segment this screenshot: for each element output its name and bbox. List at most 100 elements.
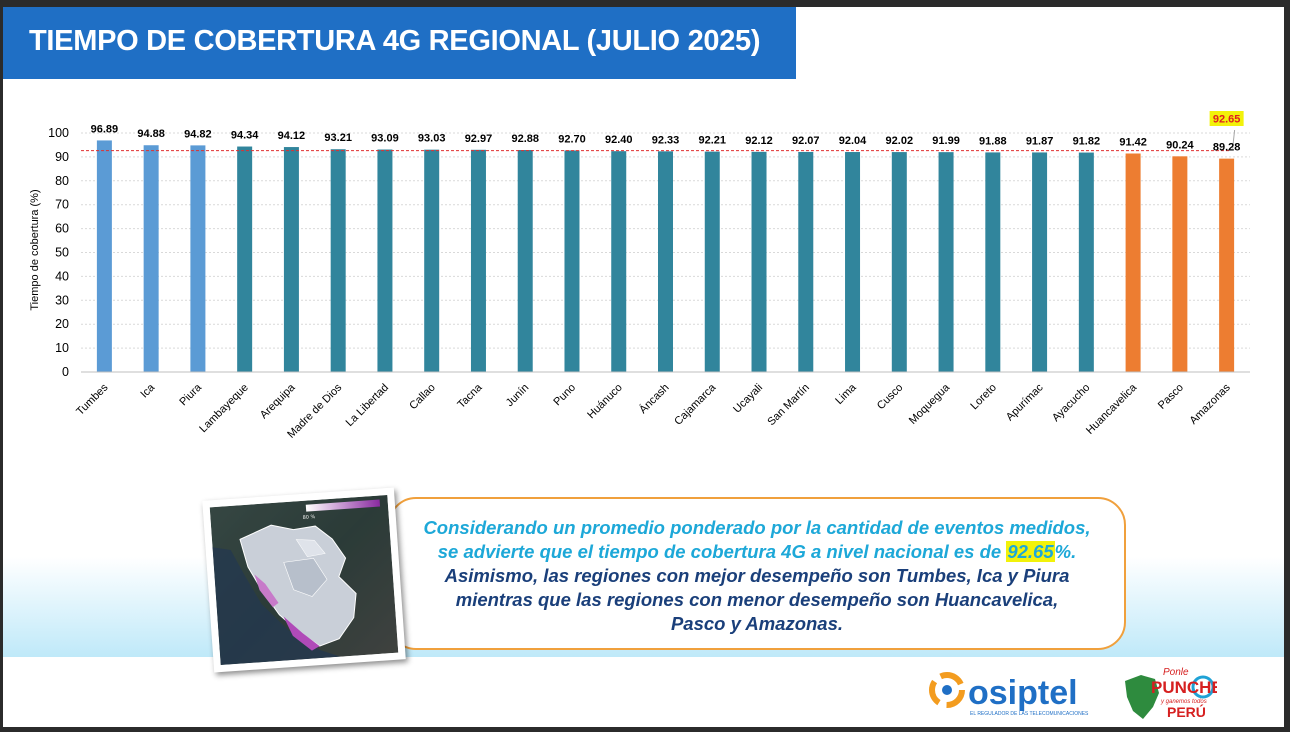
bar-Lima — [845, 152, 861, 372]
data-label: 92.21 — [698, 135, 726, 147]
y-tick-label: 100 — [48, 126, 69, 140]
x-tick-label: Loreto — [968, 382, 999, 413]
y-axis-label: Tiempo de cobertura (%) — [29, 189, 41, 310]
chart-reference-line: 92.65 — [81, 111, 1244, 152]
info-line-1: Considerando un promedio ponderado por l… — [423, 517, 1091, 538]
info-national-value: 92.65 — [1006, 541, 1055, 562]
x-tick-label: Arequipa — [258, 381, 298, 421]
bar-Cajamarca — [704, 151, 720, 372]
x-tick-label: Ucayali — [731, 382, 765, 416]
data-label: 92.70 — [558, 133, 586, 145]
x-tick-label: San Martín — [765, 382, 812, 429]
x-tick-label: Junín — [504, 382, 532, 410]
x-tick-label: Pasco — [1156, 382, 1186, 412]
x-tick-label: Lima — [833, 381, 859, 407]
data-label: 92.07 — [792, 135, 820, 147]
x-tick-label: La Libertad — [344, 382, 391, 429]
bar-Arequipa — [283, 147, 299, 372]
bar-Moquegua — [938, 152, 954, 372]
bar-Ica — [143, 145, 159, 372]
data-label: 93.21 — [324, 132, 352, 144]
y-tick-label: 60 — [55, 222, 69, 236]
title-bar: TIEMPO DE COBERTURA 4G REGIONAL (JULIO 2… — [3, 7, 796, 79]
y-tick-label: 90 — [55, 150, 69, 164]
data-label: 94.82 — [184, 128, 212, 140]
bar-Ayacucho — [1078, 152, 1094, 372]
x-tick-label: Ica — [138, 381, 157, 400]
y-tick-label: 10 — [55, 341, 69, 355]
data-label: 89.28 — [1213, 142, 1241, 154]
x-tick-label: Apurímac — [1004, 381, 1046, 423]
osiptel-mark-icon — [929, 672, 965, 708]
data-label: 94.34 — [231, 130, 259, 142]
bar-Apurímac — [1032, 152, 1048, 372]
bar-Callao — [424, 149, 440, 372]
data-label: 91.88 — [979, 135, 1007, 147]
data-label: 96.89 — [91, 123, 119, 135]
data-label: 92.40 — [605, 134, 633, 146]
data-label: 94.88 — [137, 128, 165, 140]
bar-Pasco — [1172, 156, 1188, 372]
reference-leader-line — [1232, 129, 1236, 149]
bar-Amazonas — [1219, 158, 1235, 372]
data-label: 92.04 — [839, 135, 867, 147]
peru-map-icon — [1125, 675, 1159, 719]
data-label: 91.82 — [1073, 136, 1101, 148]
map-image: 80 % — [209, 494, 399, 666]
data-label: 90.24 — [1166, 139, 1194, 151]
bar-Cusco — [891, 152, 907, 372]
bar-Tacna — [470, 149, 486, 372]
data-label: 91.99 — [932, 135, 960, 147]
slide: TIEMPO DE COBERTURA 4G REGIONAL (JULIO 2… — [3, 7, 1284, 727]
bar-Puno — [564, 150, 580, 372]
reference-label: 92.65 — [1213, 114, 1241, 126]
bar-Lambayeque — [237, 146, 253, 372]
data-label: 94.12 — [278, 130, 306, 142]
reference-label-highlight — [1209, 111, 1244, 126]
bar-San Martín — [798, 151, 814, 372]
info-line-3: Asimismo, las regiones con mejor desempe… — [444, 565, 1070, 586]
bar-Huánuco — [611, 151, 627, 372]
chart-bars — [96, 140, 1235, 372]
bar-La Libertad — [377, 149, 393, 372]
info-callout-box — [388, 497, 1126, 650]
y-tick-label: 20 — [55, 317, 69, 331]
info-line-5: Pasco y Amazonas. — [670, 613, 844, 634]
bar-Piura — [190, 145, 206, 372]
bar-Ucayali — [751, 151, 767, 372]
data-label: 93.03 — [418, 133, 446, 145]
info-line-4: mientras que las regiones con menor dese… — [455, 589, 1059, 610]
data-label: 92.12 — [745, 135, 773, 147]
x-tick-label: Huancavelica — [1084, 381, 1140, 437]
x-tick-label: Piura — [177, 381, 204, 408]
bar-Áncash — [658, 151, 673, 372]
peru-coverage-map-thumbnail: 80 % — [202, 487, 406, 673]
bar-Tumbes — [96, 140, 112, 372]
bar-Madre de Dios — [330, 149, 346, 372]
y-tick-label: 70 — [55, 198, 69, 212]
page-title: TIEMPO DE COBERTURA 4G REGIONAL (JULIO 2… — [29, 25, 761, 57]
campaign-word-1: Ponle — [1163, 667, 1189, 678]
x-tick-label: Lambayeque — [197, 382, 250, 435]
y-tick-label: 0 — [62, 365, 69, 379]
x-tick-label: Moquegua — [907, 381, 953, 427]
y-tick-label: 40 — [55, 269, 69, 283]
x-tick-label: Áncash — [636, 381, 671, 416]
x-tick-label: Puno — [551, 382, 578, 409]
osiptel-tagline: EL REGULADOR DE LAS TELECOMUNICACIONES — [970, 711, 1089, 717]
info-line-2-post: %. — [1054, 541, 1077, 562]
y-tick-label: 80 — [55, 174, 69, 188]
info-line-2-pre: se advierte que el tiempo de cobertura 4… — [437, 541, 1007, 562]
x-tick-label: Tumbes — [74, 381, 111, 418]
bar-Junín — [517, 150, 533, 372]
data-label: 93.09 — [371, 133, 399, 145]
y-tick-label: 30 — [55, 293, 69, 307]
x-tick-label: Cajamarca — [672, 381, 719, 428]
bar-Huancavelica — [1125, 153, 1141, 372]
data-label: 91.42 — [1119, 137, 1147, 149]
data-label: 92.02 — [886, 135, 914, 147]
x-tick-label: Cusco — [875, 382, 906, 413]
data-label: 92.97 — [465, 133, 493, 145]
x-tick-label: Amazonas — [1187, 381, 1233, 427]
bar-Loreto — [985, 152, 1001, 372]
